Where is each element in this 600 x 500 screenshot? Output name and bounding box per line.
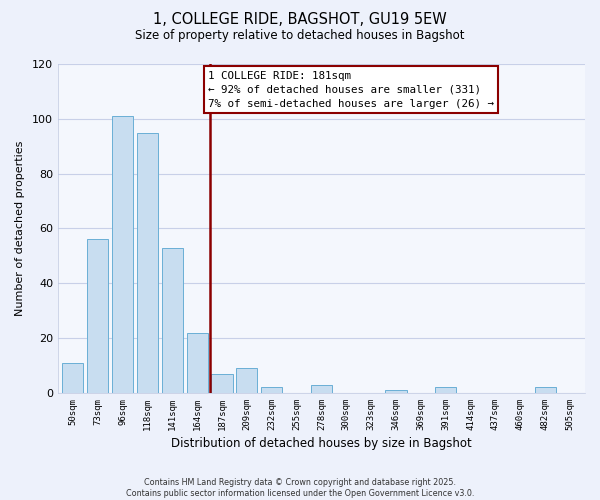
Bar xyxy=(137,132,158,393)
Text: 1, COLLEGE RIDE, BAGSHOT, GU19 5EW: 1, COLLEGE RIDE, BAGSHOT, GU19 5EW xyxy=(153,12,447,28)
Bar xyxy=(162,248,183,393)
Bar xyxy=(187,332,208,393)
Bar xyxy=(535,388,556,393)
Text: Contains HM Land Registry data © Crown copyright and database right 2025.
Contai: Contains HM Land Registry data © Crown c… xyxy=(126,478,474,498)
Bar xyxy=(236,368,257,393)
Y-axis label: Number of detached properties: Number of detached properties xyxy=(15,141,25,316)
Bar xyxy=(112,116,133,393)
Text: 1 COLLEGE RIDE: 181sqm
← 92% of detached houses are smaller (331)
7% of semi-det: 1 COLLEGE RIDE: 181sqm ← 92% of detached… xyxy=(208,70,494,108)
X-axis label: Distribution of detached houses by size in Bagshot: Distribution of detached houses by size … xyxy=(171,437,472,450)
Bar xyxy=(435,388,457,393)
Bar xyxy=(261,388,283,393)
Bar xyxy=(385,390,407,393)
Bar xyxy=(311,384,332,393)
Bar xyxy=(62,363,83,393)
Bar xyxy=(87,240,108,393)
Bar xyxy=(211,374,233,393)
Text: Size of property relative to detached houses in Bagshot: Size of property relative to detached ho… xyxy=(135,29,465,42)
